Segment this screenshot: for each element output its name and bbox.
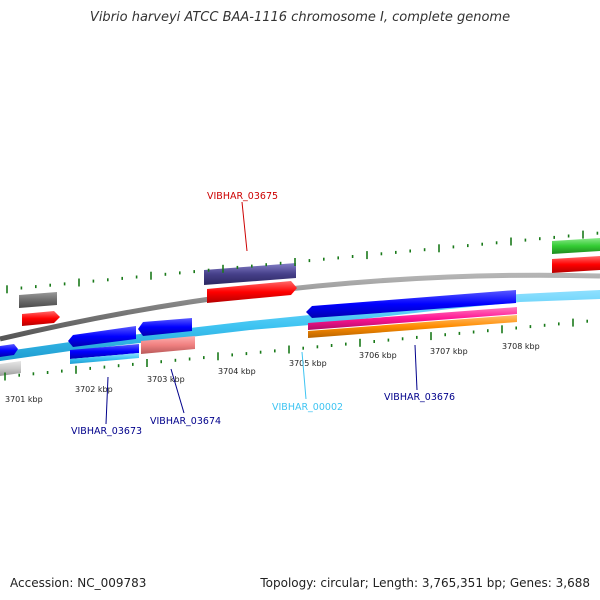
scale-label: 3701 kbp (5, 395, 43, 404)
cds-green (552, 238, 600, 254)
cds-red-small (22, 311, 60, 326)
gene-leader-line (301, 351, 307, 400)
cds-light-inner (70, 353, 139, 364)
scale-label: 3702 kbp (75, 385, 113, 394)
gene-label[interactable]: VIBHAR_00002 (272, 402, 343, 413)
gene-leader-line (414, 344, 418, 391)
gene-leader-line (241, 201, 248, 252)
cds-blue-1 (0, 344, 18, 357)
scale-label: 3704 kbp (218, 367, 256, 376)
accession-label: Accession: NC_009783 (10, 576, 147, 590)
gene-label[interactable]: VIBHAR_03673 (71, 426, 142, 437)
backbone-ring (0, 272, 600, 342)
scale-label: 3703 kbp (147, 375, 185, 384)
cds-pink (141, 336, 195, 354)
scale-label: 3707 kbp (430, 347, 468, 356)
gene-label[interactable]: VIBHAR_03675 (207, 191, 278, 202)
genome-summary: Topology: circular; Length: 3,765,351 bp… (260, 576, 590, 590)
gene-label[interactable]: VIBHAR_03676 (384, 392, 455, 403)
map-title: Vibrio harveyi ATCC BAA-1116 chromosome … (89, 10, 511, 25)
cds-violet (204, 263, 296, 285)
scale-label: 3708 kbp (502, 342, 540, 351)
gene-labels: VIBHAR_03675 VIBHAR_03673 VIBHAR_03674 VIBH… (71, 191, 455, 437)
cds-magenta (308, 307, 517, 330)
gene-leader-line (170, 368, 185, 414)
scale-label: 3705 kbp (289, 359, 327, 368)
cds-blue-4 (306, 290, 516, 318)
cds-light-gray (0, 361, 21, 376)
cds-red-right (552, 256, 600, 273)
scale-labels: 3701 kbp 3702 kbp 3703 kbp 3704 kbp 3705 kbp… (5, 342, 540, 404)
cds-red-large (207, 281, 297, 303)
outer-tick-marks (6, 230, 599, 294)
gene-leader-line (105, 376, 109, 425)
cds-blue-2 (68, 326, 136, 347)
gene-label[interactable]: VIBHAR_03674 (150, 416, 221, 427)
scale-label: 3706 kbp (359, 351, 397, 360)
inner-tick-marks (4, 318, 589, 381)
cds-dark-gray (19, 292, 57, 308)
cds-orange (308, 315, 517, 338)
cds-blue-3 (138, 318, 192, 336)
cds-blue-inner (70, 344, 139, 359)
